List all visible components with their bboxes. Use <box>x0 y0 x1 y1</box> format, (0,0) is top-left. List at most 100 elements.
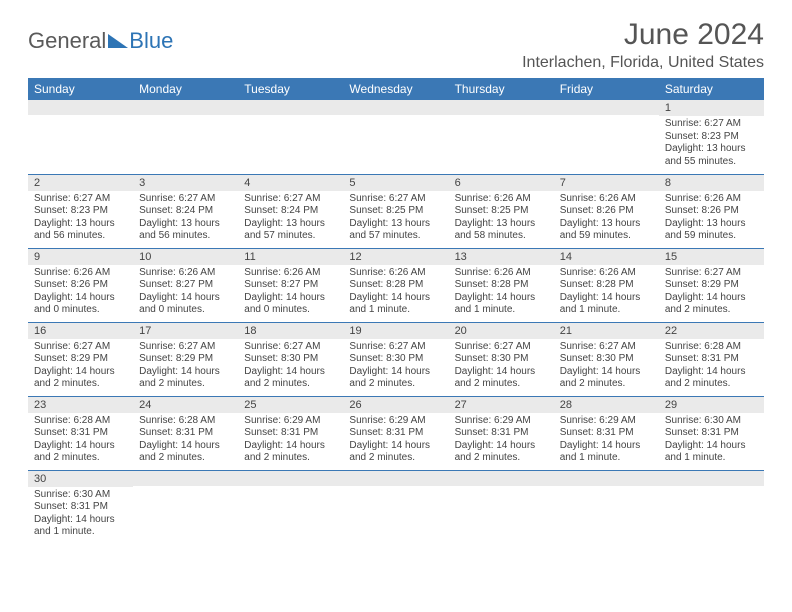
day-number: 2 <box>28 175 133 191</box>
day-number <box>449 100 554 115</box>
sunset-text: Sunset: 8:24 PM <box>139 205 232 218</box>
day-number: 16 <box>28 323 133 339</box>
daylight-text: Daylight: 14 hours and 2 minutes. <box>349 366 442 391</box>
day-number: 4 <box>238 175 343 191</box>
sunrise-text: Sunrise: 6:27 AM <box>139 193 232 206</box>
day-details: Sunrise: 6:28 AMSunset: 8:31 PMDaylight:… <box>659 339 764 395</box>
sunset-text: Sunset: 8:31 PM <box>455 427 548 440</box>
day-details: Sunrise: 6:27 AMSunset: 8:23 PMDaylight:… <box>28 191 133 247</box>
day-details: Sunrise: 6:26 AMSunset: 8:27 PMDaylight:… <box>133 265 238 321</box>
day-number: 25 <box>238 397 343 413</box>
sunset-text: Sunset: 8:30 PM <box>560 353 653 366</box>
calendar-cell <box>133 100 238 174</box>
sunrise-text: Sunrise: 6:26 AM <box>244 267 337 280</box>
day-details: Sunrise: 6:27 AMSunset: 8:29 PMDaylight:… <box>133 339 238 395</box>
sunset-text: Sunset: 8:29 PM <box>665 279 758 292</box>
day-number: 18 <box>238 323 343 339</box>
daylight-text: Daylight: 13 hours and 55 minutes. <box>665 143 758 168</box>
calendar-cell: 10Sunrise: 6:26 AMSunset: 8:27 PMDayligh… <box>133 248 238 322</box>
daylight-text: Daylight: 14 hours and 2 minutes. <box>560 366 653 391</box>
day-number <box>28 100 133 115</box>
calendar-cell <box>449 470 554 544</box>
sunrise-text: Sunrise: 6:27 AM <box>665 118 758 131</box>
sunset-text: Sunset: 8:30 PM <box>455 353 548 366</box>
day-details: Sunrise: 6:26 AMSunset: 8:26 PMDaylight:… <box>28 265 133 321</box>
sunrise-text: Sunrise: 6:28 AM <box>34 415 127 428</box>
sunset-text: Sunset: 8:31 PM <box>560 427 653 440</box>
sunrise-text: Sunrise: 6:27 AM <box>560 341 653 354</box>
day-number: 28 <box>554 397 659 413</box>
daylight-text: Daylight: 14 hours and 2 minutes. <box>665 366 758 391</box>
sunset-text: Sunset: 8:31 PM <box>665 353 758 366</box>
day-number: 19 <box>343 323 448 339</box>
day-details: Sunrise: 6:26 AMSunset: 8:28 PMDaylight:… <box>554 265 659 321</box>
day-number: 27 <box>449 397 554 413</box>
sunset-text: Sunset: 8:30 PM <box>244 353 337 366</box>
sunset-text: Sunset: 8:25 PM <box>349 205 442 218</box>
calendar-cell: 26Sunrise: 6:29 AMSunset: 8:31 PMDayligh… <box>343 396 448 470</box>
daylight-text: Daylight: 14 hours and 1 minute. <box>34 514 127 539</box>
day-details: Sunrise: 6:26 AMSunset: 8:28 PMDaylight:… <box>343 265 448 321</box>
sunrise-text: Sunrise: 6:28 AM <box>665 341 758 354</box>
daylight-text: Daylight: 14 hours and 1 minute. <box>455 292 548 317</box>
daylight-text: Daylight: 14 hours and 1 minute. <box>560 292 653 317</box>
calendar-row: 16Sunrise: 6:27 AMSunset: 8:29 PMDayligh… <box>28 322 764 396</box>
day-number: 1 <box>659 100 764 116</box>
day-number: 17 <box>133 323 238 339</box>
day-number: 20 <box>449 323 554 339</box>
daylight-text: Daylight: 14 hours and 2 minutes. <box>455 440 548 465</box>
sunrise-text: Sunrise: 6:29 AM <box>560 415 653 428</box>
sunset-text: Sunset: 8:31 PM <box>34 501 127 514</box>
daylight-text: Daylight: 14 hours and 2 minutes. <box>244 440 337 465</box>
day-number: 30 <box>28 471 133 487</box>
sunset-text: Sunset: 8:26 PM <box>560 205 653 218</box>
sunrise-text: Sunrise: 6:26 AM <box>139 267 232 280</box>
sunrise-text: Sunrise: 6:27 AM <box>34 193 127 206</box>
day-details: Sunrise: 6:26 AMSunset: 8:25 PMDaylight:… <box>449 191 554 247</box>
calendar-cell <box>133 470 238 544</box>
day-number: 11 <box>238 249 343 265</box>
calendar-row: 1Sunrise: 6:27 AMSunset: 8:23 PMDaylight… <box>28 100 764 174</box>
sunrise-text: Sunrise: 6:27 AM <box>139 341 232 354</box>
day-details: Sunrise: 6:27 AMSunset: 8:29 PMDaylight:… <box>659 265 764 321</box>
sunset-text: Sunset: 8:25 PM <box>455 205 548 218</box>
calendar-cell: 18Sunrise: 6:27 AMSunset: 8:30 PMDayligh… <box>238 322 343 396</box>
calendar-cell <box>554 100 659 174</box>
calendar-cell: 9Sunrise: 6:26 AMSunset: 8:26 PMDaylight… <box>28 248 133 322</box>
calendar-cell: 13Sunrise: 6:26 AMSunset: 8:28 PMDayligh… <box>449 248 554 322</box>
calendar-cell <box>238 100 343 174</box>
calendar-cell <box>449 100 554 174</box>
day-number: 7 <box>554 175 659 191</box>
day-number: 5 <box>343 175 448 191</box>
daylight-text: Daylight: 14 hours and 1 minute. <box>560 440 653 465</box>
day-details: Sunrise: 6:27 AMSunset: 8:30 PMDaylight:… <box>554 339 659 395</box>
calendar-row: 9Sunrise: 6:26 AMSunset: 8:26 PMDaylight… <box>28 248 764 322</box>
col-saturday: Saturday <box>659 78 764 100</box>
sail-icon <box>108 34 128 48</box>
day-details: Sunrise: 6:29 AMSunset: 8:31 PMDaylight:… <box>449 413 554 469</box>
day-number <box>133 100 238 115</box>
sunset-text: Sunset: 8:26 PM <box>665 205 758 218</box>
day-details: Sunrise: 6:29 AMSunset: 8:31 PMDaylight:… <box>554 413 659 469</box>
daylight-text: Daylight: 14 hours and 0 minutes. <box>34 292 127 317</box>
daylight-text: Daylight: 13 hours and 56 minutes. <box>139 218 232 243</box>
day-details: Sunrise: 6:27 AMSunset: 8:30 PMDaylight:… <box>238 339 343 395</box>
day-details: Sunrise: 6:26 AMSunset: 8:26 PMDaylight:… <box>659 191 764 247</box>
day-number: 15 <box>659 249 764 265</box>
day-number <box>554 100 659 115</box>
sunrise-text: Sunrise: 6:27 AM <box>244 341 337 354</box>
day-number <box>343 471 448 486</box>
brand-logo: General Blue <box>28 28 173 54</box>
sunset-text: Sunset: 8:31 PM <box>139 427 232 440</box>
calendar-cell: 23Sunrise: 6:28 AMSunset: 8:31 PMDayligh… <box>28 396 133 470</box>
day-number: 13 <box>449 249 554 265</box>
calendar-cell: 20Sunrise: 6:27 AMSunset: 8:30 PMDayligh… <box>449 322 554 396</box>
day-number: 26 <box>343 397 448 413</box>
calendar-cell: 4Sunrise: 6:27 AMSunset: 8:24 PMDaylight… <box>238 174 343 248</box>
calendar-row: 23Sunrise: 6:28 AMSunset: 8:31 PMDayligh… <box>28 396 764 470</box>
col-tuesday: Tuesday <box>238 78 343 100</box>
calendar-cell: 8Sunrise: 6:26 AMSunset: 8:26 PMDaylight… <box>659 174 764 248</box>
calendar-cell: 25Sunrise: 6:29 AMSunset: 8:31 PMDayligh… <box>238 396 343 470</box>
calendar-cell: 5Sunrise: 6:27 AMSunset: 8:25 PMDaylight… <box>343 174 448 248</box>
sunrise-text: Sunrise: 6:26 AM <box>560 267 653 280</box>
